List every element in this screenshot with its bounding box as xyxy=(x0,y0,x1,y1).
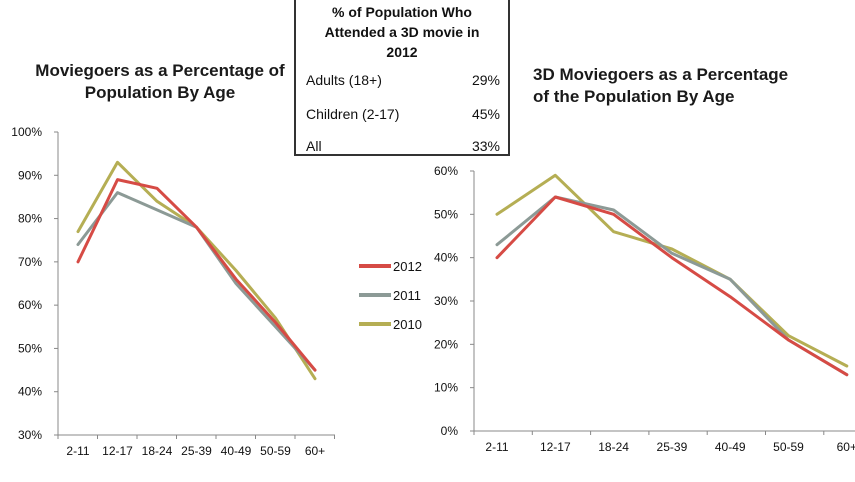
left-chart-title-line1: Moviegoers as a Percentage of xyxy=(35,61,285,80)
stats-row-value: 33% xyxy=(471,138,500,154)
left-y-tick-label: 80% xyxy=(18,212,42,226)
stats-box: % of Population Who Attended a 3D movie … xyxy=(294,0,510,156)
right-y-tick-label: 40% xyxy=(434,251,458,265)
stats-row-all: All 33% xyxy=(306,136,500,156)
right-x-tick-label: 2-11 xyxy=(485,440,508,454)
stats-box-title: % of Population Who Attended a 3D movie … xyxy=(296,2,508,62)
left-series-line-2010 xyxy=(76,160,317,381)
right-y-tick-label: 30% xyxy=(434,294,458,308)
left-y-tick-label: 30% xyxy=(18,428,42,442)
right-chart-title: 3D Moviegoers as a Percentage of the Pop… xyxy=(533,64,833,108)
left-series-line-2011 xyxy=(76,191,317,372)
right-x-tick-label: 40-49 xyxy=(715,440,746,454)
legend-label-2011: 2011 xyxy=(393,288,421,303)
stats-row-value: 29% xyxy=(471,72,500,88)
left-x-tick-label: 18-24 xyxy=(142,444,173,458)
left-x-tick-label: 2-11 xyxy=(66,444,89,458)
right-chart-title-line2: of the Population By Age xyxy=(533,87,735,106)
right-y-tick-label: 0% xyxy=(441,424,459,438)
stats-row-label: Children (2-17) xyxy=(306,106,400,122)
right-y-tick-label: 20% xyxy=(434,337,458,351)
left-y-tick-label: 90% xyxy=(18,168,42,182)
left-x-tick-label: 50-59 xyxy=(260,444,291,458)
right-series-line-2010 xyxy=(495,173,849,368)
stats-title-line1: % of Population Who xyxy=(332,4,472,20)
right-x-tick-label: 12-17 xyxy=(540,440,571,454)
left-y-tick-label: 50% xyxy=(18,341,42,355)
left-x-tick-label: 25-39 xyxy=(181,444,212,458)
left-series-line-2012 xyxy=(76,178,317,372)
right-x-tick-label: 50-59 xyxy=(773,440,804,454)
right-y-tick-label: 50% xyxy=(434,207,458,221)
stats-title-line2: Attended a 3D movie in xyxy=(324,24,480,40)
stats-row-adults: Adults (18+) 29% xyxy=(306,70,500,90)
stats-row-value: 45% xyxy=(471,106,500,122)
left-chart-title-line2: Population By Age xyxy=(84,83,236,102)
right-y-tick-label: 60% xyxy=(434,164,458,178)
stats-row-label: Adults (18+) xyxy=(306,72,382,88)
left-y-tick-label: 70% xyxy=(18,255,42,269)
right-series-line-2012 xyxy=(495,195,849,377)
legend-label-2012: 2012 xyxy=(393,259,422,274)
stats-title-line3: 2012 xyxy=(386,44,418,60)
right-chart-title-line1: 3D Moviegoers as a Percentage xyxy=(533,65,789,84)
right-y-tick-label: 10% xyxy=(434,381,458,395)
right-x-tick-label: 60+ xyxy=(837,440,855,454)
left-chart-title: Moviegoers as a Percentage of Population… xyxy=(20,60,300,104)
left-x-tick-label: 40-49 xyxy=(221,444,252,458)
stats-row-children: Children (2-17) 45% xyxy=(306,104,500,124)
right-x-tick-label: 25-39 xyxy=(657,440,688,454)
stats-row-label: All xyxy=(306,138,322,154)
left-y-tick-label: 100% xyxy=(11,125,42,139)
left-x-tick-label: 60+ xyxy=(305,444,325,458)
left-x-tick-label: 12-17 xyxy=(102,444,133,458)
right-series-line-2011 xyxy=(495,195,849,377)
legend-label-2010: 2010 xyxy=(393,317,422,332)
right-x-tick-label: 18-24 xyxy=(598,440,629,454)
left-y-tick-label: 40% xyxy=(18,385,42,399)
left-y-tick-label: 60% xyxy=(18,298,42,312)
